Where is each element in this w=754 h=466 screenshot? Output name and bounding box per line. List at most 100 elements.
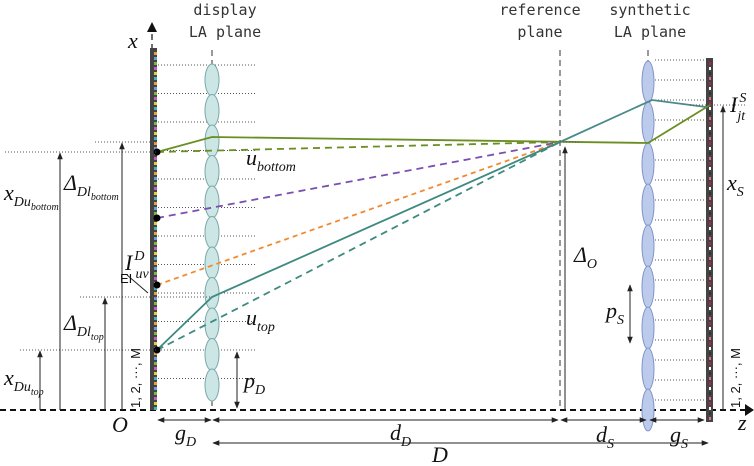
math-label: pS: [604, 298, 624, 328]
layout: [0, 22, 754, 446]
lens: [204, 338, 220, 371]
pixel: [709, 362, 711, 365]
pixel: [709, 392, 711, 395]
label-part: d: [596, 422, 608, 447]
pixel: [154, 397, 157, 400]
pixel: [154, 72, 157, 75]
pixel: [154, 77, 157, 80]
pixel: [154, 187, 157, 190]
label-part: Dl: [76, 185, 91, 200]
pixel: [154, 382, 157, 385]
pixel: [154, 182, 157, 185]
pixel: [154, 192, 157, 195]
ray: [156, 141, 561, 351]
math-label: O: [112, 412, 128, 437]
pixel: [709, 287, 711, 290]
pixel: [709, 227, 711, 230]
pixel: [154, 122, 157, 125]
pixel: [154, 392, 157, 395]
label-part: S: [607, 437, 614, 452]
ei-pointer: [126, 274, 149, 294]
label-part: top: [91, 332, 104, 343]
pixel: [709, 117, 711, 120]
math-label: gD: [175, 420, 196, 450]
pixel: [709, 207, 711, 210]
lens: [641, 388, 655, 432]
label-part: bottom: [31, 202, 59, 213]
pixel: [154, 257, 157, 260]
label-part: I: [729, 92, 739, 117]
pixel: [154, 172, 157, 175]
pixel: [154, 197, 157, 200]
pixel: [709, 112, 711, 115]
label-part: O: [112, 412, 128, 437]
pixel: [154, 272, 157, 275]
pixel-dot: [153, 346, 161, 354]
pixel: [154, 367, 157, 370]
pixel: [154, 362, 157, 365]
label-part: D: [133, 249, 144, 264]
label-part: x: [3, 180, 14, 205]
pixel: [154, 337, 157, 340]
pixel: [709, 292, 711, 295]
lens: [204, 155, 220, 188]
z-arrow: [745, 404, 754, 416]
pixel: [709, 107, 711, 110]
pixel: [709, 237, 711, 240]
math-label: x: [127, 28, 138, 53]
label-part: p: [242, 368, 255, 393]
pixel: [154, 277, 157, 280]
label-part: bottom: [91, 192, 119, 203]
pixel: [154, 162, 157, 165]
pixel: [709, 332, 711, 335]
pixel: [709, 247, 711, 250]
pixel: [709, 372, 711, 375]
label-part: x: [726, 170, 737, 195]
pixel: [154, 292, 157, 295]
lens: [641, 224, 655, 268]
pixel: [709, 162, 711, 165]
index-label: 1, 2, ···, M: [728, 348, 743, 408]
label-part: x: [127, 28, 138, 53]
pixel: [709, 62, 711, 65]
pixel: [709, 132, 711, 135]
pixel-dot: [153, 214, 161, 222]
ei-label: EI: [120, 271, 132, 286]
pixel: [154, 167, 157, 170]
pixel: [709, 297, 711, 300]
pixel: [154, 377, 157, 380]
pixel: [709, 67, 711, 70]
pixel: [154, 107, 157, 110]
pixel: [709, 407, 711, 410]
label-part: jt: [735, 109, 746, 124]
pixel: [709, 167, 711, 170]
lens: [641, 347, 655, 391]
pixel: [154, 57, 157, 60]
pixel: [709, 252, 711, 255]
label-part: g: [175, 420, 186, 445]
math-label: gS: [670, 422, 688, 452]
pixel: [709, 147, 711, 150]
label-part: S: [681, 437, 688, 452]
pixel: [709, 357, 711, 360]
pixel: [154, 372, 157, 375]
pixel-dot: [153, 281, 161, 289]
pixel: [709, 267, 711, 270]
lens: [204, 277, 220, 310]
display-panel: [150, 48, 157, 410]
pixel: [154, 82, 157, 85]
math-label: ΔO: [573, 242, 597, 272]
pixel: [154, 87, 157, 90]
pixel: [709, 187, 711, 190]
pixel: [709, 317, 711, 320]
pixel: [709, 352, 711, 355]
label-part: bottom: [257, 160, 296, 175]
pixel: [709, 327, 711, 330]
ray: [156, 141, 561, 219]
pixel: [154, 387, 157, 390]
label-part: Δ: [63, 170, 77, 195]
label-part: z: [737, 410, 747, 435]
pixel: [709, 137, 711, 140]
pixel: [154, 302, 157, 305]
